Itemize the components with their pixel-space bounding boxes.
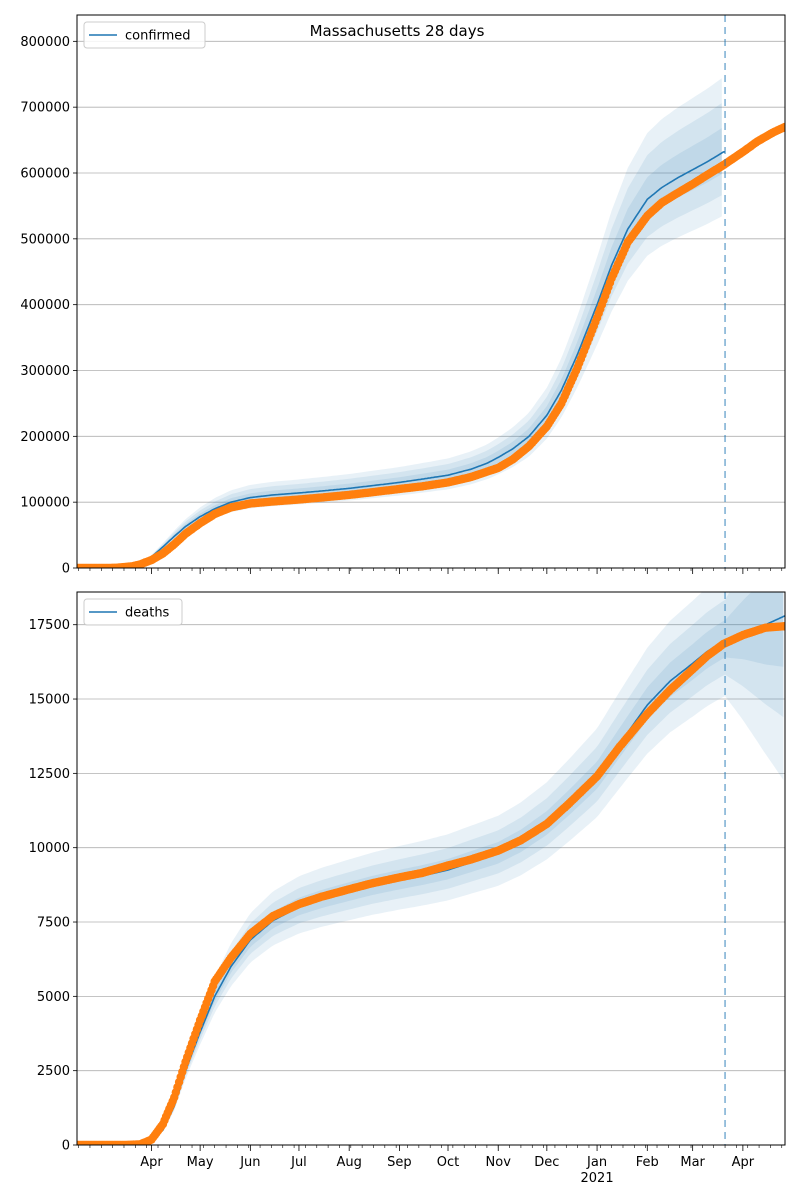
- x-tick-label: Sep: [387, 1155, 412, 1170]
- legend: deaths: [83, 598, 183, 626]
- model-line-confirmed: [77, 151, 726, 568]
- y-tick-label: 800000: [20, 35, 70, 50]
- axes-frame: [76, 591, 786, 1146]
- y-tick-label: 100000: [20, 496, 70, 511]
- observed-point: [780, 122, 785, 132]
- y-tick-label: 17500: [29, 618, 70, 633]
- x-tick-label: Apr: [140, 1155, 163, 1170]
- x-tick-label: Dec: [534, 1155, 559, 1170]
- plot-area: [77, 78, 785, 568]
- x-tick-label: Apr: [732, 1155, 755, 1170]
- x-tick-label: Mar: [680, 1155, 705, 1170]
- legend-box: [83, 21, 206, 49]
- x-tick-label: Nov: [486, 1155, 512, 1170]
- y-tick-label: 5000: [37, 990, 70, 1005]
- y-tick-label: 500000: [20, 232, 70, 247]
- y-tick-label: 300000: [20, 364, 70, 379]
- x-tick-label: May: [187, 1155, 214, 1170]
- axes-frame: [76, 14, 786, 569]
- uncertainty-band: [77, 78, 722, 568]
- y-tick-label: 400000: [20, 298, 70, 313]
- y-tick-label: 10000: [29, 841, 70, 856]
- y-tick-label: 7500: [37, 916, 70, 931]
- x-tick-label: Jul: [290, 1155, 307, 1170]
- uncertainty-band: [77, 592, 784, 1145]
- x-tick-label: Feb: [636, 1155, 659, 1170]
- y-tick-label: 0: [62, 1139, 70, 1154]
- x-tick-label: Jan: [586, 1155, 607, 1170]
- y-tick-label: 200000: [20, 430, 70, 445]
- x-tick-label: Aug: [336, 1155, 361, 1170]
- deaths-panel: 0 2500 5000 7500 10000 12500 15000 17500 Apr May J…: [29, 591, 786, 1186]
- legend-label: deaths: [125, 606, 170, 621]
- y-tick-label: 15000: [29, 693, 70, 708]
- legend-label: confirmed: [125, 29, 191, 44]
- y-tick-label: 600000: [20, 167, 70, 182]
- plot-area: [77, 592, 785, 1145]
- x-tick-label: Oct: [437, 1155, 459, 1170]
- figure-title: Massachusetts 28 days: [310, 22, 485, 40]
- y-tick-label: 2500: [37, 1064, 70, 1079]
- uncertainty-band: [77, 128, 722, 568]
- y-tick-label: 12500: [29, 767, 70, 782]
- x-tick-year-label: 2021: [581, 1171, 614, 1186]
- confirmed-panel: 0 100000 200000 300000 400000 500000 600000 700…: [20, 14, 786, 577]
- y-tick-label: 0: [62, 562, 70, 577]
- legend: confirmed: [83, 21, 206, 49]
- legend-box: [83, 598, 183, 626]
- observed-point: [780, 622, 785, 631]
- y-tick-label: 700000: [20, 101, 70, 116]
- x-tick-label: Jun: [239, 1155, 260, 1170]
